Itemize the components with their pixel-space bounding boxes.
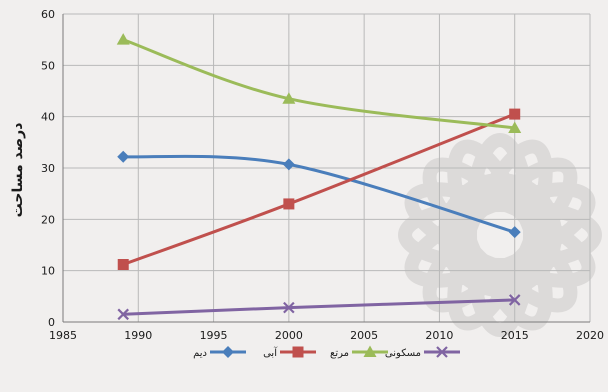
x-tick-label: 1990 <box>124 329 152 342</box>
x-tick-label: 1985 <box>49 329 77 342</box>
series-3 <box>116 33 522 133</box>
legend-marker <box>292 346 304 358</box>
x-tick-labels: 1985 1990 1995 2000 2005 2010 2015 2020 <box>49 329 604 342</box>
legend-marker <box>363 345 377 357</box>
y-tick-label: 0 <box>48 316 55 329</box>
y-tick-label: 60 <box>41 8 55 21</box>
watermark-petal <box>398 198 602 272</box>
series-4 <box>117 294 521 321</box>
legend-marker <box>436 346 448 358</box>
x-tick-label: 2000 <box>275 329 303 342</box>
watermark-petal <box>463 133 537 337</box>
y-tick-labels: 0 10 20 30 40 50 60 <box>41 8 55 329</box>
data-point <box>508 294 521 306</box>
legend-label: دیم <box>193 348 207 359</box>
data-point <box>509 108 521 120</box>
series-line <box>121 154 517 234</box>
watermark-petal <box>447 139 553 331</box>
watermark-petal <box>404 182 596 288</box>
data-point <box>283 301 295 314</box>
data-point <box>117 259 129 271</box>
watermark-ring <box>438 173 562 297</box>
y-axis-label: درصد مساحت <box>10 123 26 218</box>
series-1 <box>117 150 521 239</box>
data-point <box>283 198 295 210</box>
series-group <box>116 33 522 321</box>
y-tick-label: 40 <box>41 111 55 124</box>
x-tick-label: 2005 <box>350 329 378 342</box>
legend-label: آبی <box>263 346 278 359</box>
data-point <box>116 33 130 45</box>
watermark-petal <box>447 139 553 331</box>
legend-item: آبی <box>263 346 316 359</box>
data-point <box>282 92 296 104</box>
data-point <box>508 121 522 133</box>
legend-marker <box>222 346 234 358</box>
axes <box>62 14 590 323</box>
data-point <box>117 150 130 163</box>
legend: دیم آبی مرتع مسکونی <box>193 345 460 359</box>
data-point <box>508 226 521 239</box>
x-tick-label: 1995 <box>200 329 228 342</box>
series-line <box>121 38 517 130</box>
y-tick-label: 20 <box>41 213 55 226</box>
watermark-ornament <box>398 133 602 337</box>
data-point <box>117 308 130 321</box>
legend-item: مرتع <box>330 345 388 359</box>
legend-item: مسکونی <box>385 346 460 359</box>
series-line <box>121 298 517 316</box>
series-2 <box>117 108 521 271</box>
data-point <box>282 158 295 171</box>
legend-label: مسکونی <box>385 348 421 359</box>
legend-label: مرتع <box>330 348 349 359</box>
y-tick-label: 50 <box>41 59 55 72</box>
x-tick-label: 2020 <box>576 329 604 342</box>
y-tick-label: 30 <box>41 162 55 175</box>
x-tick-label: 2015 <box>501 329 529 342</box>
x-tick-label: 2010 <box>425 329 453 342</box>
legend-item: دیم <box>193 346 246 359</box>
y-tick-label: 10 <box>41 265 55 278</box>
